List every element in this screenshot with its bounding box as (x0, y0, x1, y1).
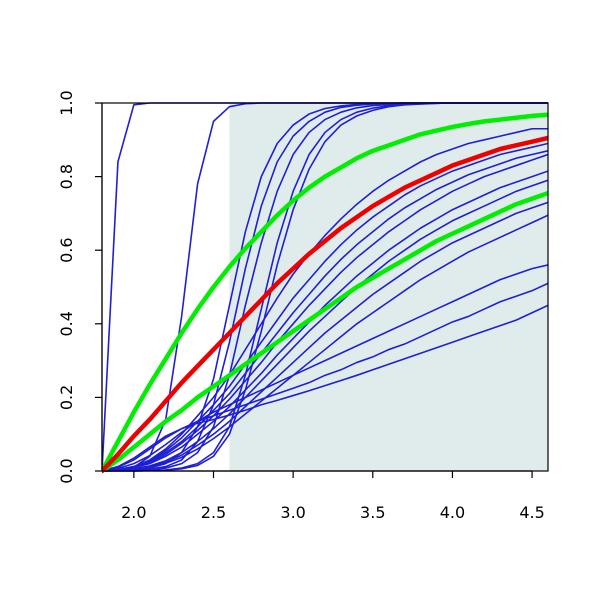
y-tick-label: 1.0 (57, 90, 76, 115)
y-tick-label: 0.2 (57, 385, 76, 410)
series-line-11 (102, 179, 548, 472)
series-line-10 (102, 170, 548, 472)
y-tick-label: 0.6 (57, 237, 76, 262)
y-tick-label: 0.0 (57, 458, 76, 483)
series-line-21 (102, 135, 548, 474)
series-layer (102, 102, 548, 474)
x-tick-label: 4.0 (440, 503, 465, 522)
x-tick-label: 4.5 (519, 503, 544, 522)
y-axis: 0.0 0.2 0.4 0.6 0.8 1.0 (57, 90, 103, 484)
series-line-6 (102, 127, 548, 472)
x-tick-label: 3.0 (280, 503, 305, 522)
x-tick-label: 2.5 (201, 503, 226, 522)
shaded-region (229, 103, 548, 471)
x-tick-label: 2.0 (121, 503, 146, 522)
series-line-8 (102, 150, 548, 472)
series-line-9 (102, 153, 548, 472)
x-axis: 2.0 2.5 3.0 3.5 4.0 4.5 (121, 470, 545, 522)
series-line-14 (102, 264, 548, 472)
series-line-16 (102, 304, 548, 472)
series-line-20 (102, 190, 548, 474)
series-line-19 (102, 112, 548, 474)
series-line-12 (102, 201, 548, 472)
y-tick-label: 0.4 (57, 311, 76, 336)
y-tick-label: 0.8 (57, 164, 76, 189)
series-line-13 (102, 214, 548, 472)
x-tick-label: 3.5 (360, 503, 385, 522)
series-line-7 (102, 142, 548, 472)
